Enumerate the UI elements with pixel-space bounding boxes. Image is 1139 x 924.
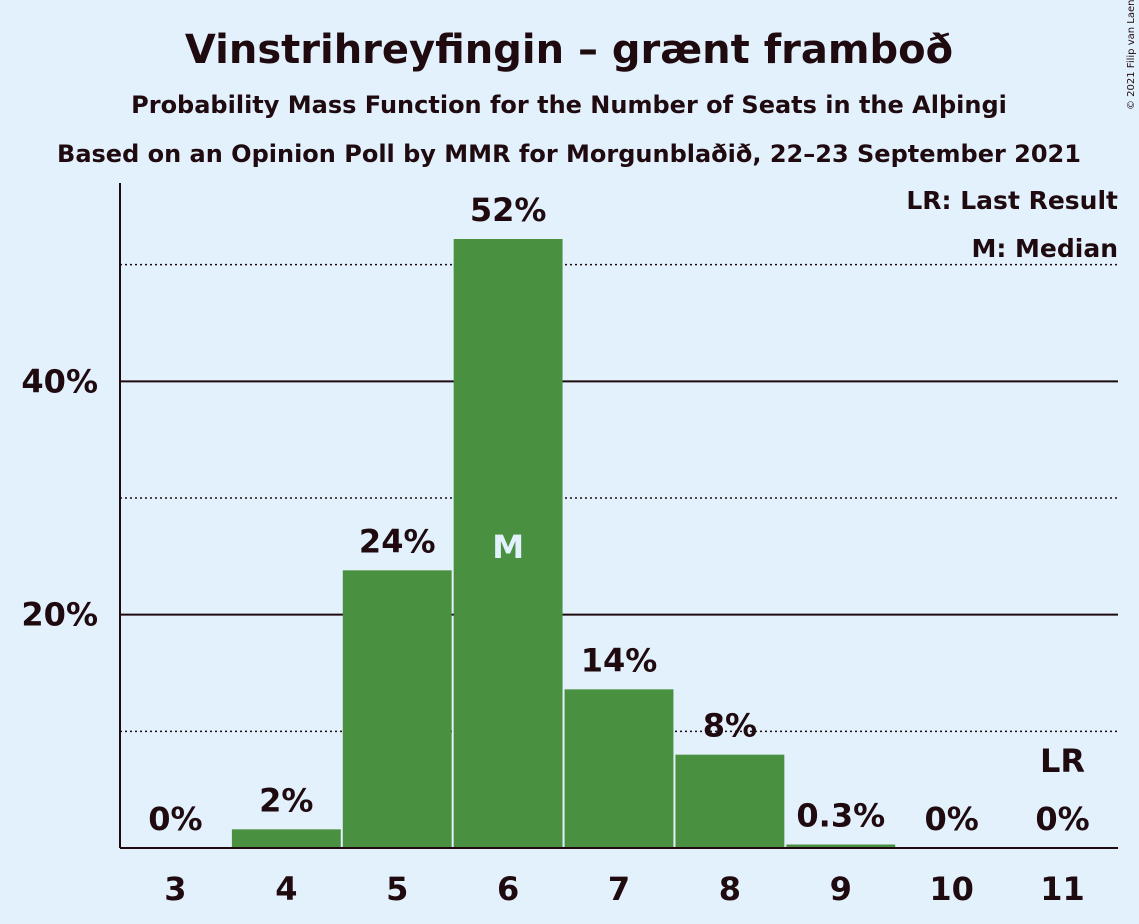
x-tick-label: 11: [1040, 870, 1085, 908]
data-label-4: 2%: [259, 781, 313, 819]
last-result-marker: LR: [1040, 742, 1085, 780]
x-tick-label: 9: [830, 870, 852, 908]
data-label-8: 8%: [703, 707, 757, 745]
legend-entry: LR: Last Result: [906, 186, 1118, 215]
data-label-6: 52%: [470, 191, 547, 229]
y-tick-label: 20%: [21, 596, 98, 634]
chart-subtitle: Probability Mass Function for the Number…: [131, 91, 1007, 119]
gridlines: [120, 263, 1118, 733]
data-label-7: 14%: [581, 641, 658, 679]
x-tick-label: 8: [719, 870, 741, 908]
data-label-10: 0%: [925, 800, 979, 838]
y-tick-label: 40%: [21, 362, 98, 400]
x-tick-label: 6: [497, 870, 519, 908]
bar-5: [342, 570, 452, 848]
legend: LR: Last Result M: Median: [906, 186, 1118, 263]
data-label-9: 0.3%: [796, 797, 885, 835]
legend-entry: M: Median: [971, 234, 1118, 263]
bar-8: [675, 754, 785, 848]
data-label-3: 0%: [148, 800, 202, 838]
bar-7: [564, 689, 674, 848]
data-label-11: 0%: [1035, 800, 1089, 838]
data-label-5: 24%: [359, 522, 436, 560]
median-marker: M: [492, 528, 524, 566]
bar-6: [453, 239, 563, 848]
chart-title: Vinstrihreyfingin – grænt framboð: [185, 27, 953, 73]
bars: [231, 239, 896, 848]
data-labels: 0% 2% 24% 52% 14% 8% 0.3% 0% 0% M LR: [148, 191, 1089, 838]
x-tick-label: 4: [275, 870, 297, 908]
x-tick-label: 7: [608, 870, 630, 908]
chart-subtitle-source: Based on an Opinion Poll by MMR for Morg…: [57, 140, 1081, 168]
x-tick-label: 3: [164, 870, 186, 908]
x-tick-label: 10: [929, 870, 974, 908]
copyright-text: © 2021 Filip van Laenen: [1126, 0, 1137, 110]
x-tick-label: 5: [386, 870, 408, 908]
axes: 20% 40% 3 4 5 6 7 8 9 10 11: [21, 183, 1118, 908]
bar-9: [786, 844, 896, 848]
bar-4: [231, 829, 341, 848]
